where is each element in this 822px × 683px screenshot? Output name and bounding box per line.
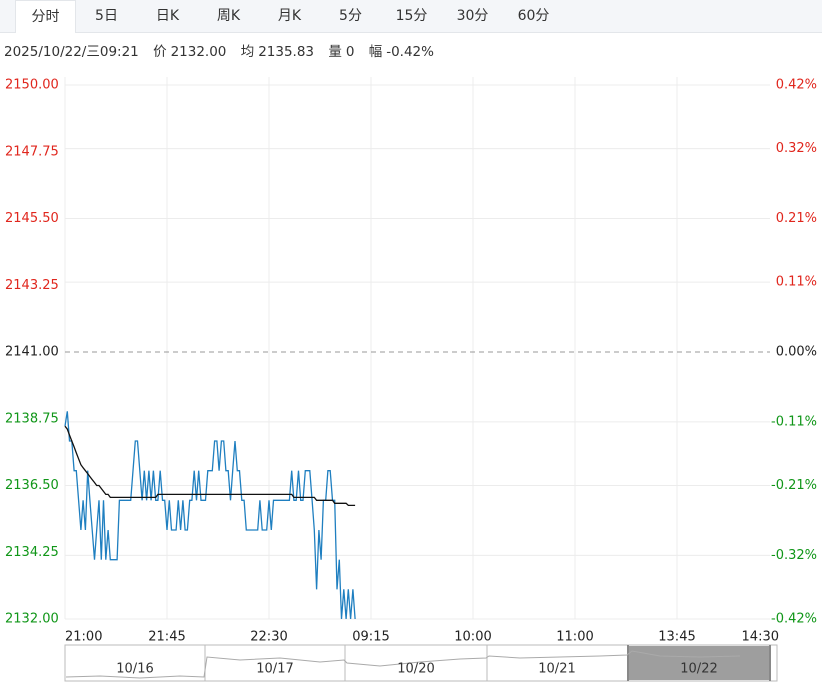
price: 2132.00 xyxy=(170,44,227,60)
navigator-label: 10/16 xyxy=(116,662,153,677)
tab[interactable]: 日K xyxy=(155,8,180,24)
y2-tick-label: -0.42% xyxy=(771,612,817,627)
tab[interactable]: 5日 xyxy=(95,8,118,24)
y2-tick-label: 0.32% xyxy=(776,141,817,156)
y2-tick-label: -0.32% xyxy=(771,548,817,563)
y-tick-label: 2143.25 xyxy=(5,278,59,293)
navigator-selection xyxy=(628,646,770,680)
tab[interactable]: 周K xyxy=(216,8,241,24)
y-tick-label: 2141.00 xyxy=(5,345,59,360)
x-tick-label: 13:45 xyxy=(658,630,695,645)
y2-tick-label: 0.11% xyxy=(776,275,817,290)
y2-tick-label: 0.42% xyxy=(776,78,817,93)
x-tick-label: 21:45 xyxy=(148,630,185,645)
x-tick-label: 14:30 xyxy=(742,630,779,645)
volume-label: 量 xyxy=(328,44,342,60)
y-tick-label: 2136.50 xyxy=(5,478,59,493)
navigator xyxy=(64,644,778,682)
x-tick-label: 10:00 xyxy=(454,630,491,645)
x-tick-label: 11:00 xyxy=(556,630,593,645)
navigator-label: 10/21 xyxy=(538,662,575,677)
price-line xyxy=(64,411,356,620)
navigator-label: 10/22 xyxy=(680,662,717,677)
volume: 0 xyxy=(345,44,355,60)
y2-tick-label: 0.00% xyxy=(776,345,817,360)
tab-bar: 分时 5日 日K 周K 月K 5分 15分 30分 60分 xyxy=(0,0,822,33)
y-tick-label: 2134.25 xyxy=(5,545,59,560)
average-line xyxy=(64,425,356,507)
y-tick-label: 2147.75 xyxy=(5,144,59,159)
tab[interactable]: 5分 xyxy=(339,8,362,24)
x-tick-label: 09:15 xyxy=(352,630,389,645)
datetime: 2025/10/22/三09:21 xyxy=(4,44,139,60)
navigator-sparkline xyxy=(65,650,741,679)
tab[interactable]: 60分 xyxy=(517,8,550,24)
x-tick-label: 21:00 xyxy=(65,630,102,645)
y-tick-label: 2132.00 xyxy=(5,612,59,627)
y-tick-label: 2150.00 xyxy=(5,78,59,93)
x-tick-label: 22:30 xyxy=(250,630,287,645)
tab[interactable]: 15分 xyxy=(395,8,428,24)
avg: 2135.83 xyxy=(258,44,315,60)
y2-tick-label: 0.21% xyxy=(776,211,817,226)
navigator-label: 10/17 xyxy=(256,662,293,677)
tab[interactable]: 月K xyxy=(277,8,302,24)
y2-tick-label: -0.21% xyxy=(771,478,817,493)
navigator-label: 10/20 xyxy=(397,662,434,677)
y-tick-label: 2145.50 xyxy=(5,211,59,226)
tab[interactable]: 分时 xyxy=(15,0,76,33)
avg-label: 均 xyxy=(240,44,255,60)
y2-tick-label: -0.11% xyxy=(771,414,817,429)
y-tick-label: 2138.75 xyxy=(5,411,59,426)
change: -0.42% xyxy=(386,44,434,60)
tab[interactable]: 30分 xyxy=(456,8,489,24)
price-label: 价 xyxy=(153,44,167,60)
change-label: 幅 xyxy=(368,44,383,60)
